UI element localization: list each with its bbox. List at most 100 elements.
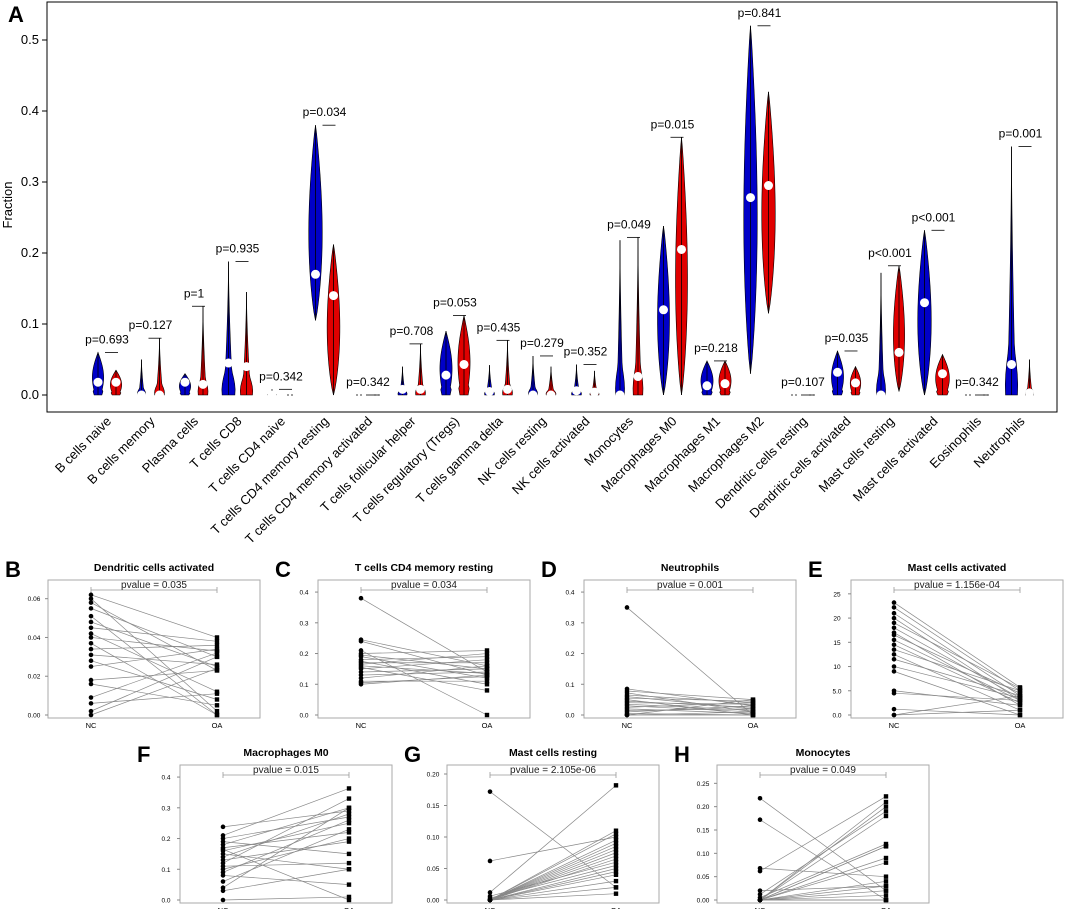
nc-point xyxy=(757,795,763,801)
panel-F: F Macrophages M0 0.0 0.1 0.2 0.3 0.4 NC OA pvalue… xyxy=(137,742,393,909)
x-label-oa: OA xyxy=(482,721,493,730)
median-dot-nc xyxy=(441,370,451,380)
violin-pair: p=0.049 xyxy=(607,217,651,400)
oa-point xyxy=(214,650,220,656)
pair-line xyxy=(489,852,617,901)
oa-point xyxy=(883,794,889,799)
pvalue-label: pvalue = 2.105e-06 xyxy=(510,765,596,776)
median-dot-oa xyxy=(546,390,556,400)
oa-point xyxy=(484,712,490,718)
y-tick-label: 20 xyxy=(833,616,841,623)
p-value-label: p=0.035 xyxy=(825,331,869,345)
p-value-label: p=0.015 xyxy=(651,117,695,131)
pair-line xyxy=(90,652,218,698)
p-value-label: p=0.841 xyxy=(738,6,782,20)
oa-point xyxy=(1017,700,1023,706)
oa-point xyxy=(1017,698,1023,703)
oa-point xyxy=(1017,688,1023,693)
violin-pair: p=0.279 xyxy=(520,336,564,400)
pair-line xyxy=(626,708,754,711)
pair-line xyxy=(222,810,350,828)
oa-point xyxy=(484,660,490,665)
median-dot-oa xyxy=(416,384,425,394)
pair-line xyxy=(222,828,350,882)
nc-point xyxy=(88,677,94,683)
pair-line xyxy=(222,807,350,846)
oa-point xyxy=(883,841,889,847)
p-value-label: p=0.049 xyxy=(607,217,651,231)
violin-pair: p<0.001 xyxy=(868,246,912,400)
nc-point xyxy=(891,712,897,718)
violin-pair: p=0.127 xyxy=(129,318,173,400)
median-dot-oa xyxy=(764,181,773,191)
nc-point xyxy=(757,897,763,903)
oa-point xyxy=(613,891,619,896)
y-tick-label: 0.05 xyxy=(427,866,440,873)
violin-pair: p<0.001 xyxy=(912,210,956,396)
nc-point xyxy=(891,605,897,610)
pair-line xyxy=(222,896,350,901)
nc-point xyxy=(88,625,94,631)
oa-point xyxy=(883,893,889,898)
y-tick-label: 0.4 xyxy=(21,103,39,118)
y-tick-label: 0.3 xyxy=(161,805,170,812)
median-dot-nc xyxy=(876,390,886,400)
pair-line xyxy=(759,846,887,901)
panel-title: Mast cells resting xyxy=(509,747,597,759)
pair-line xyxy=(489,874,617,901)
median-dot-nc xyxy=(485,386,494,396)
oa-point xyxy=(883,799,889,805)
x-label-oa: OA xyxy=(881,906,892,909)
violin-pair: p=0.034 xyxy=(303,105,347,396)
oa-point xyxy=(484,654,490,659)
pair-line xyxy=(222,853,350,870)
pair-line xyxy=(90,642,218,716)
oa-point xyxy=(883,855,889,861)
x-label-nc: NC xyxy=(356,721,367,730)
oa-point xyxy=(346,897,352,903)
oa-point xyxy=(613,841,619,846)
p-value-label: p=0.279 xyxy=(520,336,564,350)
pair-line xyxy=(489,855,617,901)
p-value-label: p=0.034 xyxy=(303,105,347,119)
pair-line xyxy=(759,885,887,892)
oa-point xyxy=(613,860,619,865)
oa-point xyxy=(613,834,619,840)
violin-pair: p=0.935 xyxy=(216,242,260,396)
violin-pair: p=0.035 xyxy=(825,331,869,396)
oa-point xyxy=(750,712,756,718)
pair-line xyxy=(90,644,218,650)
x-label-nc: NC xyxy=(622,721,633,730)
oa-point xyxy=(613,853,619,859)
pair-line xyxy=(489,849,617,901)
nc-point xyxy=(88,619,94,625)
oa-point xyxy=(883,844,889,849)
x-label-oa: OA xyxy=(748,721,759,730)
median-dot-oa xyxy=(111,377,121,387)
panel-title: Monocytes xyxy=(796,747,851,759)
p-value-label: p=0.708 xyxy=(390,324,434,338)
oa-point xyxy=(346,867,352,872)
y-tick-label: 0.02 xyxy=(28,674,41,681)
nc-point xyxy=(891,647,897,652)
x-label-oa: OA xyxy=(1015,721,1026,730)
violin-pair: p=1 xyxy=(179,286,209,396)
nc-point xyxy=(891,690,897,696)
violin-pair: p=0.218 xyxy=(694,341,738,396)
median-dot-oa xyxy=(894,347,904,357)
pair-line xyxy=(360,650,488,716)
nc-point xyxy=(757,868,763,874)
pair-line xyxy=(893,602,1021,688)
nc-point xyxy=(624,605,630,610)
pair-line xyxy=(626,711,754,716)
oa-point xyxy=(883,897,889,903)
oa-point xyxy=(883,813,889,819)
oa-point xyxy=(613,837,619,843)
oa-point xyxy=(346,811,352,817)
p-value-label: p=0.342 xyxy=(346,375,390,389)
nc-point xyxy=(487,789,493,794)
oa-point xyxy=(346,808,352,814)
oa-point xyxy=(1017,690,1023,696)
median-dot-nc xyxy=(920,298,929,308)
category-label: Macrophages M0 xyxy=(598,414,680,496)
